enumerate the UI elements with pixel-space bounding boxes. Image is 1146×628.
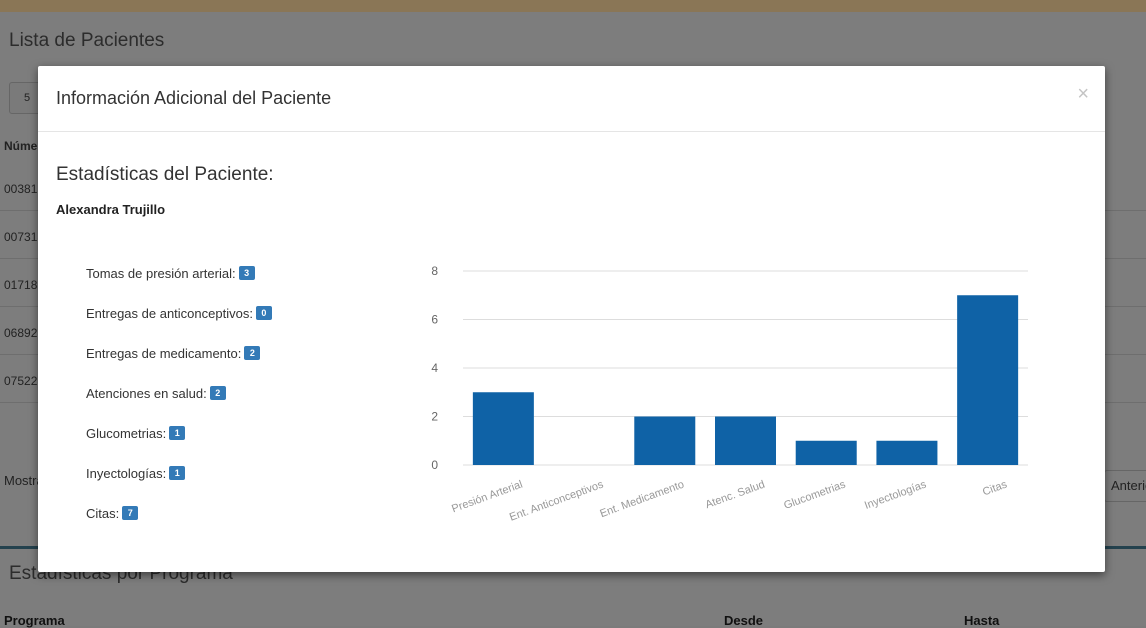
bar <box>715 416 776 465</box>
count-badge: 0 <box>255 306 272 320</box>
y-tick-label: 2 <box>431 410 438 424</box>
table-row: 075223 <box>4 374 45 388</box>
stat-glucometrias: Glucometrias: 1 <box>86 426 186 441</box>
count-badge: 2 <box>209 386 226 400</box>
table-header-hasta: Hasta <box>964 613 1000 628</box>
table-row: 068923 <box>4 326 45 340</box>
y-tick-label: 8 <box>431 264 438 278</box>
y-tick-label: 4 <box>431 361 438 375</box>
x-tick-label: Glucometrias <box>782 478 847 512</box>
bar <box>957 295 1019 465</box>
bar <box>634 416 696 465</box>
modal-title: Información Adicional del Paciente <box>56 88 332 108</box>
top-navbar <box>0 0 1146 12</box>
y-tick-label: 6 <box>431 313 438 327</box>
x-tick-label: Citas <box>981 478 1009 498</box>
stat-medicamento: Entregas de medicamento: 2 <box>86 346 261 361</box>
bar <box>795 440 857 465</box>
stat-citas: Citas: 7 <box>86 506 139 521</box>
prev-page-button[interactable]: Anterior <box>1104 470 1146 502</box>
stat-label: Atenciones en salud: <box>86 386 207 401</box>
count-badge: 1 <box>169 426 186 440</box>
count-badge: 7 <box>122 506 139 520</box>
count-badge: 2 <box>244 346 261 360</box>
section-title: Estadísticas del Paciente: <box>56 164 274 185</box>
table-header-programa: Programa <box>4 613 65 628</box>
stat-atenciones-salud: Atenciones en salud: 2 <box>86 386 226 401</box>
count-badge: 3 <box>238 266 255 280</box>
table-row: 017183 <box>4 278 45 292</box>
y-tick-label: 0 <box>431 458 438 472</box>
stat-label: Entregas de medicamento: <box>86 346 242 361</box>
table-row: 007313 <box>4 230 45 244</box>
x-tick-label: Inyectologías <box>863 478 928 512</box>
close-icon[interactable]: × <box>1077 83 1089 105</box>
stat-label: Citas: <box>86 506 120 521</box>
count-badge: 1 <box>169 466 186 480</box>
patient-name: Alexandra Trujillo <box>56 202 166 217</box>
stat-presion-arterial: Tomas de presión arterial: 3 <box>86 266 255 281</box>
stat-label: Tomas de presión arterial: <box>86 266 236 281</box>
table-row: 003817 <box>4 182 45 196</box>
bar <box>472 392 534 465</box>
stat-anticonceptivos: Entregas de anticonceptivos: 0 <box>86 306 272 321</box>
bar <box>876 440 938 465</box>
page-title: Lista de Pacientes <box>9 30 165 51</box>
table-header-desde: Desde <box>724 613 764 628</box>
x-tick-label: Ent. Medicamento <box>598 479 685 521</box>
x-tick-label: Atenc. Salud <box>704 479 767 512</box>
stat-inyectologias: Inyectologías: 1 <box>86 466 186 481</box>
stat-label: Glucometrias: <box>86 426 167 441</box>
modal-header: Información Adicional del Paciente × <box>38 66 1105 132</box>
stat-label: Entregas de anticonceptivos: <box>86 306 253 321</box>
patient-info-modal: Información Adicional del Paciente × Est… <box>38 66 1105 572</box>
stat-label: Inyectologías: <box>86 466 167 481</box>
